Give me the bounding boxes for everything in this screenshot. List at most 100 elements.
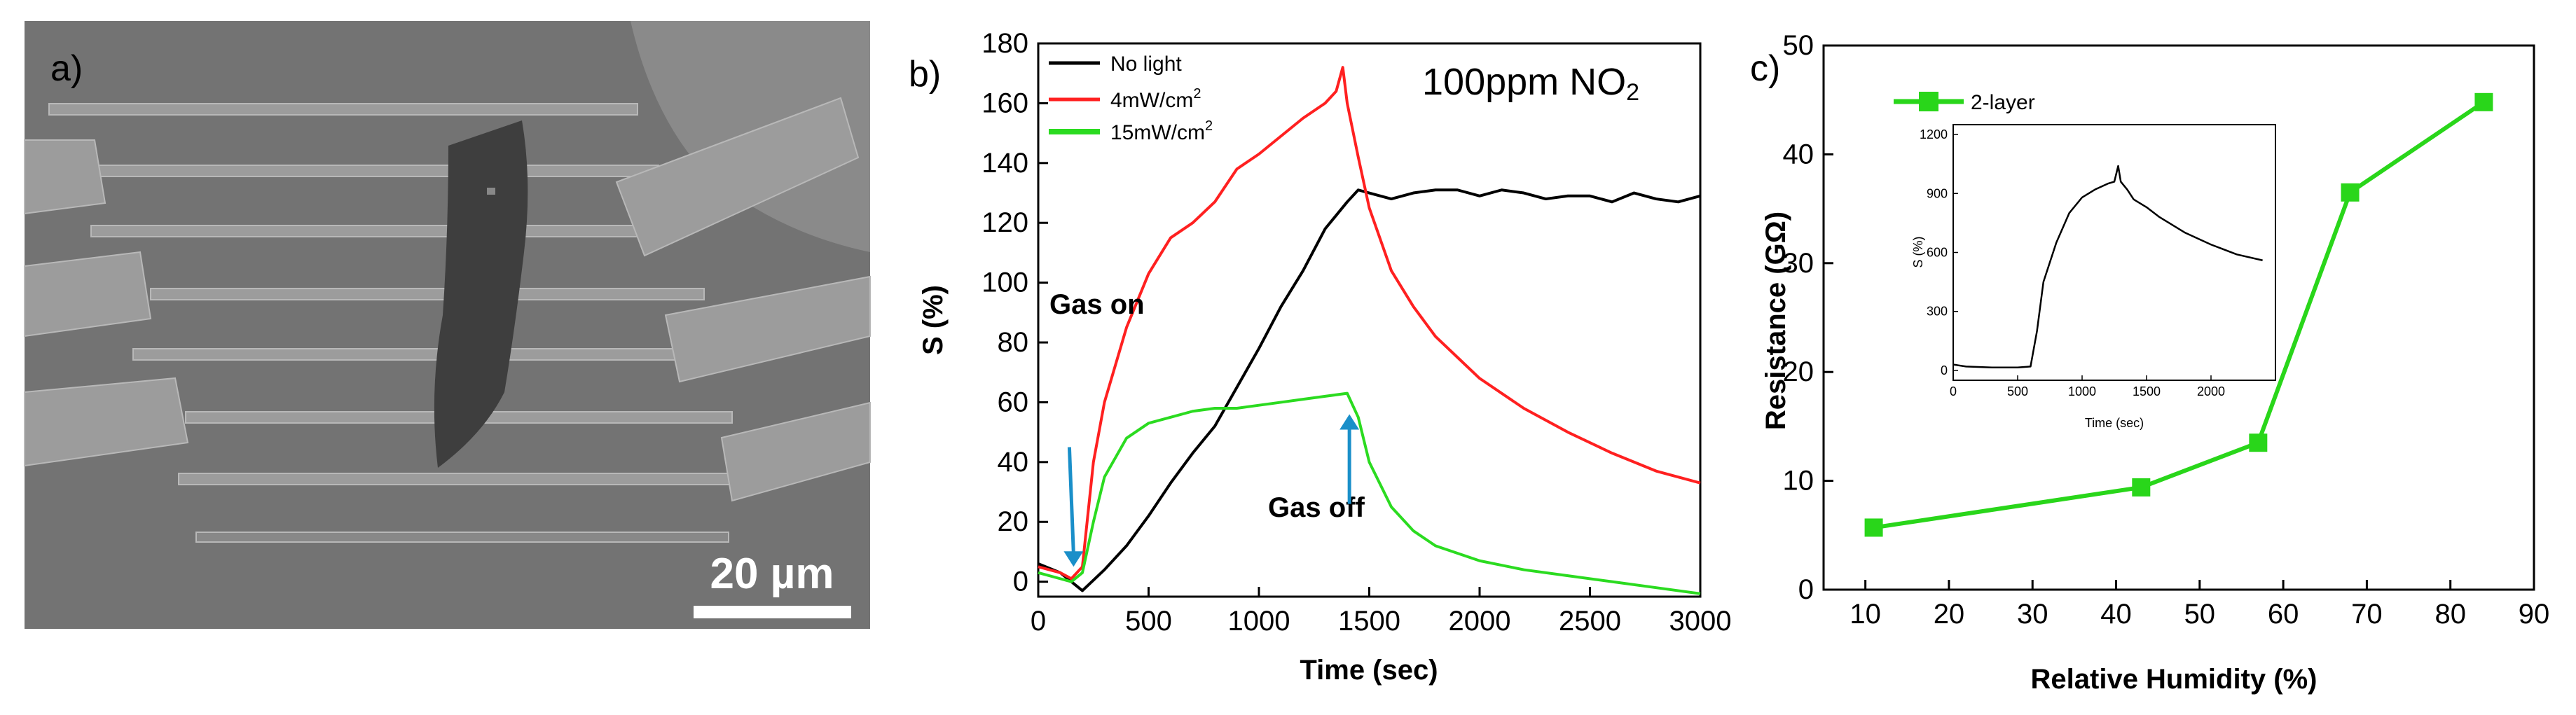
inset-y-tick-label: 900	[1927, 186, 1948, 200]
electrode-pad	[615, 97, 860, 257]
legend-label-4mw: 4mW/cm2	[1110, 86, 1201, 112]
inset-y-ticks: 0 300 600 900 1200	[1920, 127, 1958, 377]
flake-spot	[487, 188, 495, 195]
c-x-tick-label: 30	[2017, 599, 2048, 630]
panel-a: 20 µm a)	[24, 21, 871, 629]
c-x-tick-label: 80	[2434, 599, 2466, 630]
data-point-marker	[2341, 183, 2360, 202]
electrode-finger	[97, 165, 659, 177]
c-y-tick-label: 10	[1783, 466, 1814, 497]
b-x-tick-label: 0	[1031, 606, 1046, 637]
b-y-tick-label: 80	[998, 327, 1029, 358]
gas-on-arrow-shaft	[1067, 447, 1075, 555]
b-x-tick-label: 2500	[1559, 606, 1621, 637]
b-y-tick-label: 60	[998, 387, 1029, 417]
b-y-tick-label: 160	[982, 88, 1028, 118]
y-axis-ticks-b: 0 20 40 60 80 100 120 140 160 180	[982, 28, 1048, 597]
c-x-tick-label: 10	[1850, 599, 1881, 630]
data-point-marker	[2132, 478, 2151, 497]
legend-label-2-layer: 2-layer	[1971, 91, 2035, 114]
annotation-arrows	[1063, 414, 1360, 567]
inset-y-axis-label: S (%)	[1911, 237, 1925, 268]
c-y-tick-label: 0	[1798, 574, 1814, 605]
electrode-pad	[24, 139, 106, 215]
electrode-pad	[24, 251, 152, 338]
data-point-marker	[1864, 518, 1883, 537]
b-y-tick-label: 20	[998, 506, 1029, 537]
panel-label-a: a)	[50, 48, 83, 89]
x-axis-label-c: Relative Humidity (%)	[2031, 664, 2317, 695]
electrode-pad	[664, 275, 871, 383]
chart-title-subscript: 2	[1626, 79, 1639, 106]
c-x-tick-label: 40	[2100, 599, 2132, 630]
b-x-tick-label: 500	[1125, 606, 1172, 637]
c-x-tick-label: 70	[2351, 599, 2383, 630]
b-y-tick-label: 0	[1013, 567, 1028, 597]
y-axis-ticks-c: 0 10 20 30 40 50	[1783, 30, 1833, 605]
y-axis-label-c: Resistance (GΩ)	[1761, 211, 1791, 430]
x-axis-ticks-b: 0 500 1000 1500 2000 2500 3000	[1031, 587, 1732, 637]
series-line-15mw-cm2	[1038, 391, 1701, 595]
c-x-tick-label: 50	[2184, 599, 2216, 630]
inset-x-axis-label: Time (sec)	[2085, 416, 2144, 430]
c-y-tick-label: 20	[1783, 356, 1814, 387]
electrode-finger	[178, 473, 750, 485]
c-x-tick-label: 20	[1934, 599, 1965, 630]
plot-frame-c	[1822, 44, 2535, 591]
b-x-tick-label: 1000	[1228, 606, 1290, 637]
chart-title-main: 100ppm NO	[1422, 61, 1626, 103]
b-y-tick-label: 180	[982, 28, 1028, 59]
inset-y-tick-label: 600	[1927, 246, 1948, 260]
x-axis-ticks-c: 10 20 30 40 50 60 70 80 90	[1850, 580, 2549, 630]
electrodes	[24, 97, 871, 543]
c-x-tick-label: 60	[2268, 599, 2299, 630]
gas-on-arrowhead	[1063, 551, 1084, 567]
electrode-finger	[195, 532, 729, 543]
electrode-finger	[90, 225, 673, 237]
b-y-tick-label: 140	[982, 148, 1028, 179]
data-point-marker	[2474, 92, 2493, 111]
series-line-4mw-cm2	[1038, 66, 1701, 581]
legend-b: No light 4mW/cm2 15mW/cm2	[1049, 53, 1213, 144]
c-y-tick-label: 30	[1783, 248, 1814, 279]
series-line-no-light	[1038, 188, 1701, 592]
electrode-pad	[24, 377, 189, 467]
inset-x-tick-label: 1500	[2133, 384, 2161, 398]
x-axis-label-b: Time (sec)	[1300, 655, 1438, 686]
panel-label-c: c)	[1750, 48, 1780, 89]
electrode-finger	[132, 348, 715, 361]
c-y-tick-label: 50	[1783, 30, 1814, 61]
graphene-flake	[434, 120, 528, 468]
series-group-b	[1038, 66, 1701, 595]
b-x-tick-label: 1500	[1338, 606, 1400, 637]
legend-marker-2-layer	[1919, 92, 1938, 111]
series-group-c	[1864, 92, 2493, 537]
inset-x-ticks: 0 500 1000 1500 2000	[1950, 375, 2225, 398]
inset-x-tick-label: 0	[1950, 384, 1957, 398]
scale-bar-label: 20 µm	[710, 550, 834, 598]
inset-x-tick-label: 1000	[2068, 384, 2096, 398]
panel-c: c) 10 20 30 40 50 60 70 80 90 0 10 20 30 40 50 Relati…	[1750, 30, 2549, 695]
legend-label-no-light: No light	[1110, 53, 1182, 76]
electrode-pad	[720, 401, 871, 502]
inset-x-tick-label: 500	[2007, 384, 2028, 398]
legend-label-15mw: 15mW/cm2	[1110, 118, 1213, 144]
y-axis-label-b: S (%)	[918, 285, 949, 355]
panel-b: b) 0 500 1000 1500 2000 2500 3000 0 20 40 60 80 100…	[909, 28, 1731, 686]
chart-title-b: 100ppm NO2	[1422, 61, 1639, 106]
inset-y-tick-label: 0	[1941, 363, 1948, 377]
c-y-tick-label: 40	[1783, 139, 1814, 169]
inset-plot: 0 500 1000 1500 2000 0 300 600 900 1200 Time (se…	[1911, 124, 2276, 430]
inset-series-group	[1952, 165, 2263, 368]
inset-x-tick-label: 2000	[2197, 384, 2225, 398]
series-line-inset	[1952, 165, 2263, 368]
inset-y-tick-label: 300	[1927, 305, 1948, 319]
inset-frame	[1952, 124, 2276, 381]
legend-c: 2-layer	[1894, 91, 2035, 114]
b-x-tick-label: 3000	[1669, 606, 1732, 637]
b-y-tick-label: 120	[982, 207, 1028, 238]
gas-off-arrowhead	[1339, 414, 1360, 430]
electrode-finger	[150, 288, 705, 300]
b-y-tick-label: 100	[982, 268, 1028, 298]
